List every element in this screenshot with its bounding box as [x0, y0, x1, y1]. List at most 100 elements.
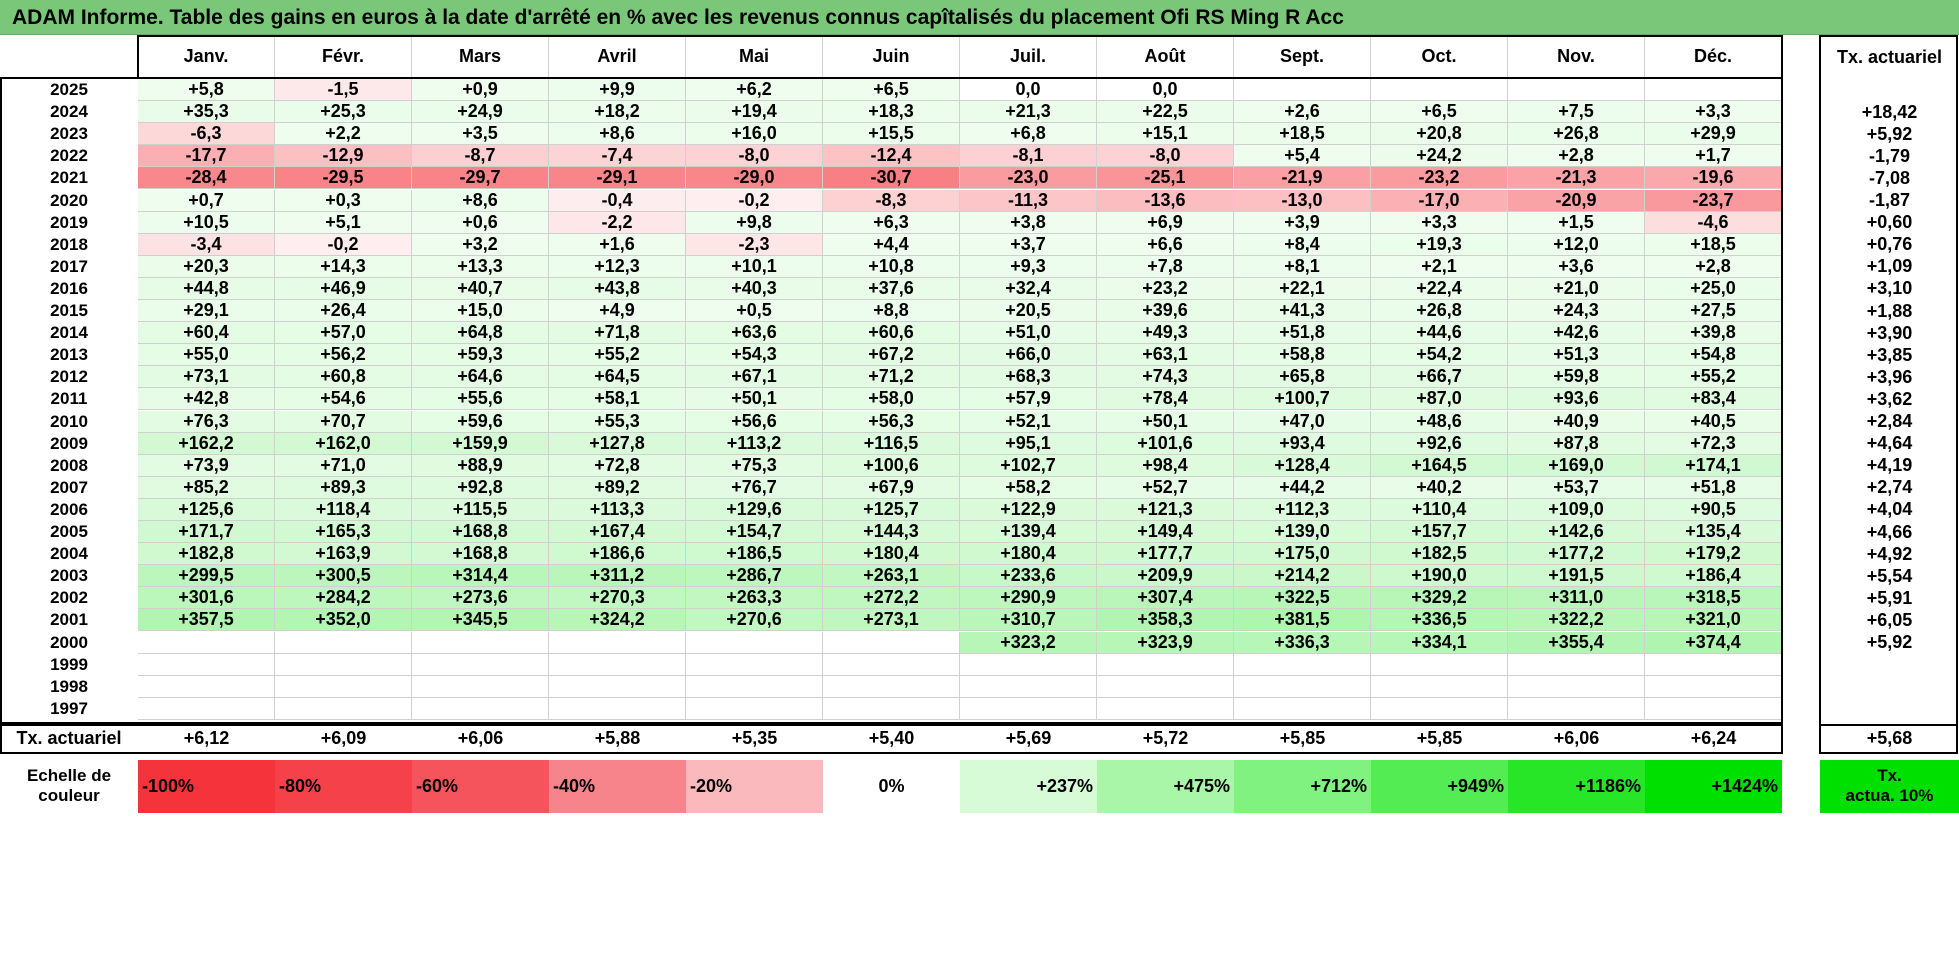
table-cell: [1508, 79, 1645, 102]
table-cell: +55,0: [138, 344, 275, 367]
table-cell: +2,6: [1234, 101, 1371, 124]
row-year: 2020: [50, 190, 88, 210]
row-year: 2011: [50, 389, 88, 409]
table-cell: +56,3: [823, 410, 960, 433]
table-cell: +58,8: [1234, 344, 1371, 367]
row-year: 2010: [50, 411, 88, 431]
table-cell: +162,0: [275, 432, 412, 455]
table-cell: +336,3: [1234, 631, 1371, 654]
table-cell: +109,0: [1508, 498, 1645, 521]
table-cell: [1645, 653, 1782, 676]
row-year: 1997: [50, 698, 88, 718]
table-cell: [686, 697, 823, 720]
table-cell: +336,5: [1371, 609, 1508, 632]
table-cell: +345,5: [412, 609, 549, 632]
table-cell: +2,8: [1645, 255, 1782, 278]
row-year: 2005: [50, 522, 88, 542]
table-cell: +3,6: [1508, 255, 1645, 278]
table-cell: +59,8: [1508, 366, 1645, 389]
table-cell: +374,4: [1645, 631, 1782, 654]
table-cell: +0,3: [275, 189, 412, 212]
table-cell: +71,2: [823, 366, 960, 389]
row-year: 2016: [50, 278, 88, 298]
table-cell: +54,2: [1371, 344, 1508, 367]
table-cell: +12,0: [1508, 233, 1645, 256]
table-cell: +233,6: [960, 565, 1097, 588]
table-cell: +177,7: [1097, 543, 1234, 566]
table-cell: -17,7: [138, 145, 275, 168]
table-cell: +352,0: [275, 609, 412, 632]
table-cell: +273,1: [823, 609, 960, 632]
month-header: Nov.: [1508, 35, 1645, 79]
footer-value: +5,72: [1142, 728, 1189, 749]
table-cell: -8,1: [960, 145, 1097, 168]
table-cell: +15,0: [412, 300, 549, 323]
table-cell: +68,3: [960, 366, 1097, 389]
table-cell: +270,6: [686, 609, 823, 632]
table-cell: +9,3: [960, 255, 1097, 278]
table-cell: +314,4: [412, 565, 549, 588]
table-cell: +214,2: [1234, 565, 1371, 588]
table-cell: +175,0: [1234, 543, 1371, 566]
table-cell: +52,7: [1097, 476, 1234, 499]
table-cell: -3,4: [138, 233, 275, 256]
legend-label-line2: couleur: [38, 786, 100, 806]
table-cell: [1645, 675, 1782, 698]
table-cell: -8,7: [412, 145, 549, 168]
footer-value: +6,12: [183, 728, 230, 749]
table-cell: +128,4: [1234, 454, 1371, 477]
table-cell: +16,0: [686, 123, 823, 146]
table-cell: [412, 697, 549, 720]
table-cell: +191,5: [1508, 565, 1645, 588]
table-cell: +290,9: [960, 587, 1097, 610]
table-cell: +63,6: [686, 322, 823, 345]
table-cell: -8,3: [823, 189, 960, 212]
row-year: 2023: [50, 124, 88, 144]
table-cell: +76,3: [138, 410, 275, 433]
table-cell: +263,3: [686, 587, 823, 610]
table-cell: -0,2: [275, 233, 412, 256]
table-cell: +168,8: [412, 543, 549, 566]
table-cell: +21,3: [960, 101, 1097, 124]
table-cell: +39,6: [1097, 300, 1234, 323]
table-cell: [275, 697, 412, 720]
table-cell: +8,4: [1234, 233, 1371, 256]
table-cell: -8,0: [686, 145, 823, 168]
table-cell: +71,0: [275, 454, 412, 477]
table-cell: +41,3: [1234, 300, 1371, 323]
table-cell: +1,7: [1645, 145, 1782, 168]
table-cell: +321,0: [1645, 609, 1782, 632]
table-cell: +125,6: [138, 498, 275, 521]
row-year: 2002: [50, 588, 88, 608]
table-cell: +57,0: [275, 322, 412, 345]
table-cell: +18,2: [549, 101, 686, 124]
table-cell: -19,6: [1645, 167, 1782, 190]
table-cell: +67,2: [823, 344, 960, 367]
table-cell: +54,6: [275, 388, 412, 411]
table-cell: +23,2: [1097, 277, 1234, 300]
row-rate: -7,08: [1868, 167, 1911, 188]
footer-value: +6,09: [320, 728, 367, 749]
table-cell: +3,9: [1234, 211, 1371, 234]
table-cell: -13,6: [1097, 189, 1234, 212]
table-cell: +47,0: [1234, 410, 1371, 433]
table-cell: [275, 653, 412, 676]
row-rate: +0,60: [1866, 212, 1913, 233]
legend-swatch: +712%: [1234, 759, 1371, 813]
table-cell: [686, 653, 823, 676]
table-cell: +98,4: [1097, 454, 1234, 477]
table-cell: +29,1: [138, 300, 275, 323]
row-year: 2017: [50, 256, 88, 276]
table-cell: +66,7: [1371, 366, 1508, 389]
table-cell: -2,2: [549, 211, 686, 234]
month-header: Mai: [686, 35, 823, 79]
footer-value: +5,40: [868, 728, 915, 749]
table-cell: +100,6: [823, 454, 960, 477]
row-year: 2018: [50, 234, 88, 254]
table-cell: +9,9: [549, 79, 686, 102]
table-cell: -0,4: [549, 189, 686, 212]
table-cell: +115,5: [412, 498, 549, 521]
table-cell: +44,6: [1371, 322, 1508, 345]
month-header: Déc.: [1645, 35, 1782, 79]
table-cell: +44,2: [1234, 476, 1371, 499]
